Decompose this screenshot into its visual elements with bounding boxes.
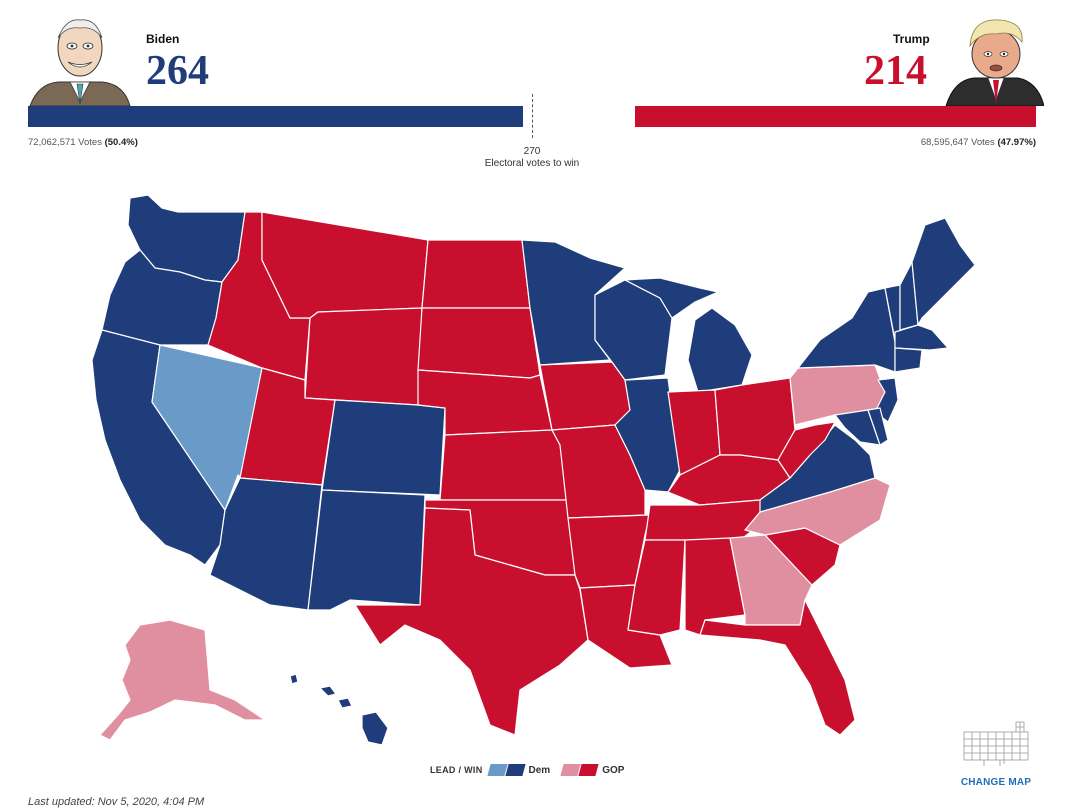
dem-win-swatch — [504, 764, 526, 776]
change-map-button[interactable]: CHANGE MAP — [954, 718, 1038, 788]
dem-vote-bar — [28, 106, 523, 127]
biden-portrait — [29, 19, 131, 106]
state-co[interactable] — [321, 399, 446, 496]
gop-candidate-name: Trump — [893, 32, 930, 46]
trump-portrait — [945, 19, 1044, 106]
state-de[interactable] — [867, 407, 889, 446]
legend-gop-label: GOP — [602, 764, 625, 776]
state-ks[interactable] — [439, 429, 569, 501]
state-mi[interactable] — [624, 277, 753, 393]
state-wy[interactable] — [304, 307, 423, 406]
state-fl[interactable] — [699, 599, 856, 736]
state-me[interactable] — [911, 217, 976, 326]
gop-vote-bar — [635, 106, 1036, 127]
gop-popular-votes: 68,595,647 Votes (47.97%) — [920, 137, 1036, 148]
state-ia[interactable] — [539, 361, 631, 431]
map-legend: LEAD / WIN Dem GOP — [430, 764, 636, 776]
state-ct[interactable] — [894, 347, 923, 373]
dem-candidate-name: Biden — [146, 32, 180, 46]
state-mt[interactable] — [261, 211, 429, 319]
win-threshold-text: Electoral votes to win — [484, 158, 580, 169]
change-map-label: CHANGE MAP — [960, 777, 1032, 788]
last-updated: Last updated: Nov 5, 2020, 4:04 PM — [28, 796, 205, 808]
gop-electoral-votes: 214 — [864, 48, 927, 94]
state-md[interactable] — [834, 409, 881, 446]
win-threshold-line — [532, 94, 533, 138]
state-oh[interactable] — [714, 377, 796, 461]
state-nm[interactable] — [307, 489, 426, 611]
state-wv[interactable] — [777, 421, 836, 479]
state-sd[interactable] — [417, 307, 541, 379]
dem-electoral-votes: 264 — [146, 48, 209, 94]
state-ak[interactable] — [99, 619, 266, 741]
dem-lead-swatch — [486, 764, 508, 776]
gop-win-swatch — [578, 764, 599, 776]
state-ny[interactable] — [797, 287, 896, 373]
dem-popular-votes: 72,062,571 Votes (50.4%) — [28, 137, 138, 148]
state-nd[interactable] — [421, 239, 531, 309]
win-threshold-number: 270 — [523, 146, 541, 157]
state-tx[interactable] — [354, 507, 589, 736]
us-grid-map-icon — [963, 721, 1029, 766]
legend-label: LEAD / WIN — [430, 765, 483, 775]
win-threshold-label: 270 Electoral votes to win — [432, 146, 632, 170]
legend-dem-label: Dem — [528, 764, 551, 776]
state-hi[interactable] — [289, 673, 389, 746]
electoral-vote-bar — [28, 94, 1036, 138]
